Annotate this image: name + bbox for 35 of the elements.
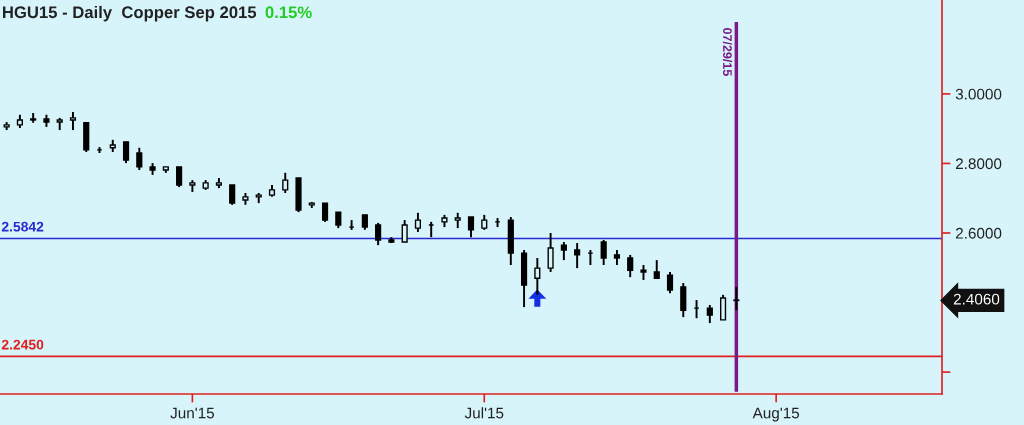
candlestick (401, 219, 408, 243)
candlestick (627, 253, 634, 279)
candlestick (122, 140, 130, 165)
candlestick (653, 259, 660, 280)
candlestick (136, 146, 143, 172)
candlestick (547, 232, 554, 273)
candlestick (720, 293, 727, 321)
y-tick-label: 3.0000 (955, 88, 1002, 100)
candlestick (321, 202, 329, 223)
y-tick-label: 2.6000 (955, 227, 1002, 239)
candlestick (706, 304, 713, 325)
candlestick (560, 241, 567, 262)
candlestick (600, 238, 607, 266)
candlestick (375, 221, 382, 247)
annotation: 0.15% (265, 6, 312, 19)
candlestick (69, 111, 77, 132)
candlestick (733, 285, 740, 312)
candlestick (282, 171, 289, 194)
x-tick-label: Aug'15 (752, 407, 800, 422)
candlestick (680, 282, 687, 319)
ref-line-label: 2.2450 (1, 339, 44, 350)
y-tick-label: 2.8000 (955, 158, 1002, 170)
candlestick (414, 211, 422, 233)
candlestick (176, 165, 183, 189)
candlestick (534, 257, 541, 296)
candlestick (229, 184, 236, 206)
candlestick (574, 242, 581, 270)
x-tick-label: Jul'15 (464, 407, 504, 419)
candlestick (467, 216, 475, 239)
candlestick (666, 270, 674, 295)
text: 2.4060 (953, 293, 1000, 305)
annotation: 07/29/15 (722, 28, 733, 76)
chart-title: HGU15 - Daily Copper Sep 2015 (3, 5, 257, 22)
ref-line-label: 2.5842 (1, 221, 44, 232)
x-tick-label: Jun'15 (170, 407, 215, 419)
